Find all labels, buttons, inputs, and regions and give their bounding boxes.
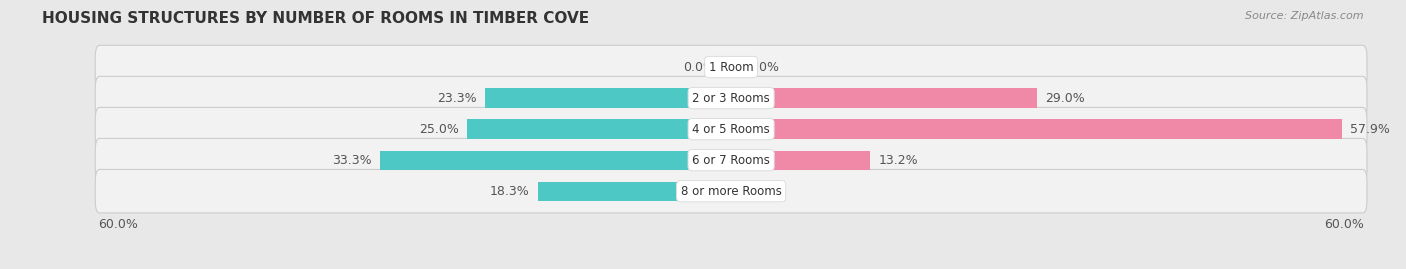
- Text: 0.0%: 0.0%: [747, 185, 779, 198]
- Bar: [467, 119, 731, 139]
- FancyBboxPatch shape: [96, 76, 1367, 120]
- Text: HOUSING STRUCTURES BY NUMBER OF ROOMS IN TIMBER COVE: HOUSING STRUCTURES BY NUMBER OF ROOMS IN…: [42, 11, 589, 26]
- Text: 33.3%: 33.3%: [332, 154, 371, 167]
- Bar: [731, 119, 1341, 139]
- Text: 18.3%: 18.3%: [489, 185, 530, 198]
- Text: 25.0%: 25.0%: [419, 123, 458, 136]
- Bar: [538, 182, 731, 201]
- Text: 0.0%: 0.0%: [683, 61, 716, 73]
- Bar: [731, 151, 870, 170]
- Text: 29.0%: 29.0%: [1045, 91, 1085, 105]
- Text: 8 or more Rooms: 8 or more Rooms: [681, 185, 782, 198]
- Bar: [380, 151, 731, 170]
- Text: 23.3%: 23.3%: [437, 91, 477, 105]
- Text: 6 or 7 Rooms: 6 or 7 Rooms: [692, 154, 770, 167]
- Text: 0.0%: 0.0%: [747, 61, 779, 73]
- Text: 60.0%: 60.0%: [98, 218, 138, 231]
- Legend: Owner-occupied, Renter-occupied: Owner-occupied, Renter-occupied: [599, 264, 863, 269]
- Bar: [731, 89, 1036, 108]
- Text: 2 or 3 Rooms: 2 or 3 Rooms: [692, 91, 770, 105]
- Text: Source: ZipAtlas.com: Source: ZipAtlas.com: [1246, 11, 1364, 21]
- FancyBboxPatch shape: [96, 139, 1367, 182]
- Text: 57.9%: 57.9%: [1350, 123, 1391, 136]
- Bar: [485, 89, 731, 108]
- Text: 13.2%: 13.2%: [879, 154, 918, 167]
- FancyBboxPatch shape: [96, 169, 1367, 213]
- Text: 4 or 5 Rooms: 4 or 5 Rooms: [692, 123, 770, 136]
- Text: 1 Room: 1 Room: [709, 61, 754, 73]
- FancyBboxPatch shape: [96, 107, 1367, 151]
- FancyBboxPatch shape: [96, 45, 1367, 89]
- Text: 60.0%: 60.0%: [1324, 218, 1364, 231]
